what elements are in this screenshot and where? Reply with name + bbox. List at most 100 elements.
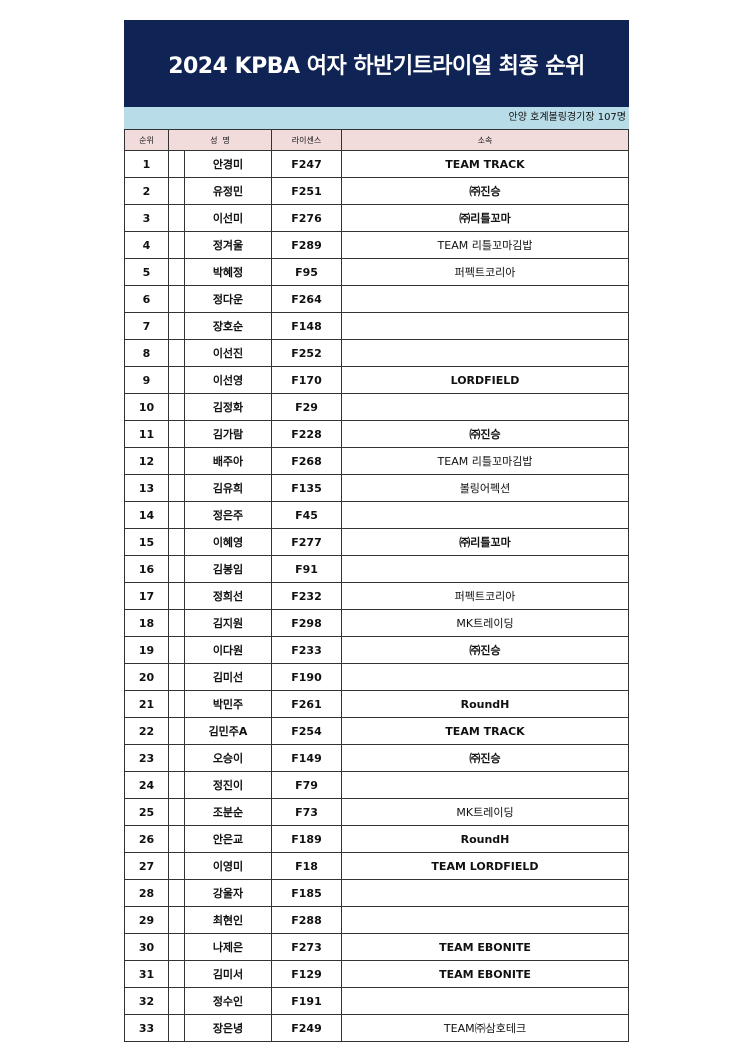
name-cell: 이영미	[184, 852, 272, 880]
blank-cell	[168, 393, 185, 421]
license-cell: F247	[271, 150, 342, 178]
name-cell: 김유희	[184, 474, 272, 502]
table-row: 15 이혜영 F277 ㈜리틀꼬마	[124, 528, 629, 556]
name-cell: 박혜정	[184, 258, 272, 286]
rank-cell: 11	[124, 420, 169, 448]
affiliation-cell: ㈜진승	[341, 636, 629, 664]
blank-cell	[168, 906, 185, 934]
blank-cell	[168, 366, 185, 394]
name-cell: 오승이	[184, 744, 272, 772]
license-cell: F277	[271, 528, 342, 556]
table-row: 3 이선미 F276 ㈜리틀꼬마	[124, 204, 629, 232]
affiliation-cell	[341, 393, 629, 421]
name-cell: 이혜영	[184, 528, 272, 556]
table-row: 14 정은주 F45	[124, 501, 629, 529]
affiliation-cell: RoundH	[341, 825, 629, 853]
license-cell: F261	[271, 690, 342, 718]
table-row: 2 유정민 F251 ㈜진승	[124, 177, 629, 205]
blank-cell	[168, 447, 185, 475]
table-row: 21 박민주 F261 RoundH	[124, 690, 629, 718]
blank-cell	[168, 690, 185, 718]
license-cell: F148	[271, 312, 342, 340]
rank-cell: 14	[124, 501, 169, 529]
rank-cell: 32	[124, 987, 169, 1015]
rank-cell: 7	[124, 312, 169, 340]
affiliation-cell: 볼링어펙션	[341, 474, 629, 502]
table-row: 6 정다운 F264	[124, 285, 629, 313]
rank-cell: 29	[124, 906, 169, 934]
license-cell: F298	[271, 609, 342, 637]
affiliation-cell	[341, 879, 629, 907]
blank-cell	[168, 231, 185, 259]
blank-cell	[168, 150, 185, 178]
name-cell: 김정화	[184, 393, 272, 421]
name-cell: 강울자	[184, 879, 272, 907]
name-cell: 김가람	[184, 420, 272, 448]
page-title: 2024 KPBA 여자 하반기트라이얼 최종 순위	[124, 20, 629, 107]
table-row: 29 최현인 F288	[124, 906, 629, 934]
table-row: 1 안경미 F247 TEAM TRACK	[124, 150, 629, 178]
blank-cell	[168, 717, 185, 745]
affiliation-cell: TEAM㈜삼호테크	[341, 1014, 629, 1042]
blank-cell	[168, 636, 185, 664]
name-cell: 이선진	[184, 339, 272, 367]
license-cell: F252	[271, 339, 342, 367]
rank-cell: 8	[124, 339, 169, 367]
license-cell: F288	[271, 906, 342, 934]
table-row: 28 강울자 F185	[124, 879, 629, 907]
license-cell: F264	[271, 285, 342, 313]
table-row: 8 이선진 F252	[124, 339, 629, 367]
name-cell: 박민주	[184, 690, 272, 718]
blank-cell	[168, 204, 185, 232]
affiliation-cell: TEAM EBONITE	[341, 960, 629, 988]
name-cell: 조분순	[184, 798, 272, 826]
name-cell: 나제은	[184, 933, 272, 961]
table-row: 19 이다원 F233 ㈜진승	[124, 636, 629, 664]
blank-cell	[168, 555, 185, 583]
blank-cell	[168, 528, 185, 556]
rank-cell: 33	[124, 1014, 169, 1042]
affiliation-cell	[341, 285, 629, 313]
rank-cell: 16	[124, 555, 169, 583]
name-cell: 이선미	[184, 204, 272, 232]
affiliation-cell	[341, 771, 629, 799]
affiliation-cell: 퍼펙트코리아	[341, 582, 629, 610]
affiliation-cell	[341, 339, 629, 367]
license-cell: F190	[271, 663, 342, 691]
blank-cell	[168, 582, 185, 610]
affiliation-cell: ㈜진승	[341, 744, 629, 772]
rank-cell: 15	[124, 528, 169, 556]
name-cell: 김미서	[184, 960, 272, 988]
rank-cell: 1	[124, 150, 169, 178]
rank-cell: 23	[124, 744, 169, 772]
affiliation-cell: ㈜진승	[341, 177, 629, 205]
name-cell: 유정민	[184, 177, 272, 205]
table-row: 9 이선영 F170 LORDFIELD	[124, 366, 629, 394]
blank-cell	[168, 285, 185, 313]
blank-cell	[168, 177, 185, 205]
table-row: 11 김가람 F228 ㈜진승	[124, 420, 629, 448]
rank-cell: 26	[124, 825, 169, 853]
affiliation-cell	[341, 906, 629, 934]
blank-cell	[168, 1014, 185, 1042]
blank-cell	[168, 420, 185, 448]
header-license: 라이센스	[271, 129, 342, 151]
rank-cell: 17	[124, 582, 169, 610]
name-cell: 이다원	[184, 636, 272, 664]
blank-cell	[168, 258, 185, 286]
license-cell: F273	[271, 933, 342, 961]
affiliation-cell: LORDFIELD	[341, 366, 629, 394]
name-cell: 정은주	[184, 501, 272, 529]
license-cell: F189	[271, 825, 342, 853]
table-row: 12 배주아 F268 TEAM 리틀꼬마김밥	[124, 447, 629, 475]
blank-cell	[168, 339, 185, 367]
name-cell: 정다운	[184, 285, 272, 313]
blank-cell	[168, 960, 185, 988]
affiliation-cell: TEAM TRACK	[341, 150, 629, 178]
name-cell: 정겨울	[184, 231, 272, 259]
affiliation-cell: ㈜리틀꼬마	[341, 528, 629, 556]
rank-cell: 20	[124, 663, 169, 691]
ranking-sheet: 2024 KPBA 여자 하반기트라이얼 최종 순위 안양 호계볼링경기장 10…	[124, 20, 629, 1042]
name-cell: 정수인	[184, 987, 272, 1015]
blank-cell	[168, 771, 185, 799]
